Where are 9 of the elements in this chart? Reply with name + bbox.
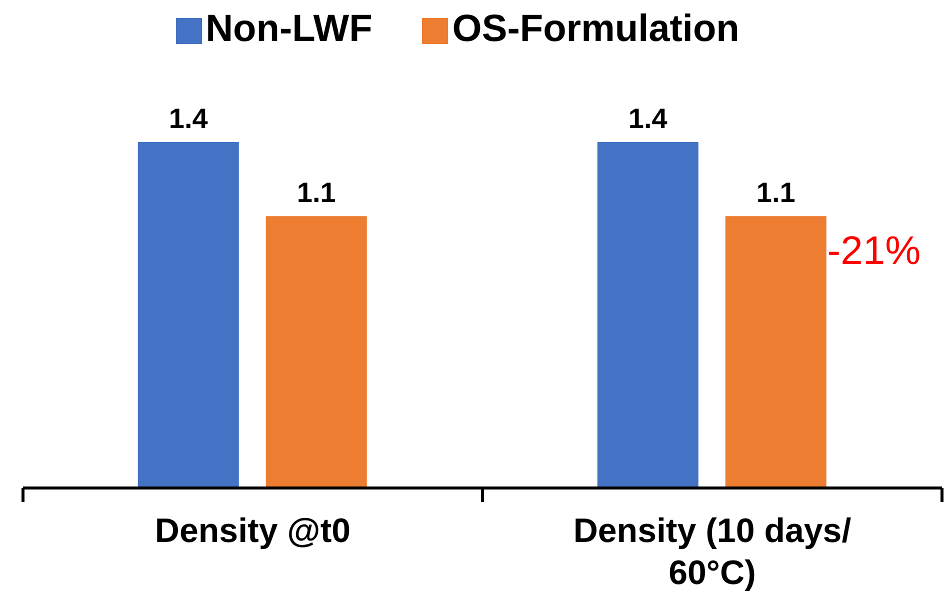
data-label: 1.4 (628, 103, 668, 134)
data-label: 1.1 (756, 177, 796, 208)
legend-label: Non-LWF (206, 8, 372, 50)
data-label: 1.1 (296, 177, 336, 208)
annotation: -21% (827, 229, 921, 274)
x-tick-label: Density @t0 (154, 512, 351, 550)
data-label: 1.4 (168, 103, 208, 134)
x-tick-label: Density (10 days/ 60°C) (573, 512, 852, 592)
legend-label: OS-Formulation (452, 8, 740, 50)
